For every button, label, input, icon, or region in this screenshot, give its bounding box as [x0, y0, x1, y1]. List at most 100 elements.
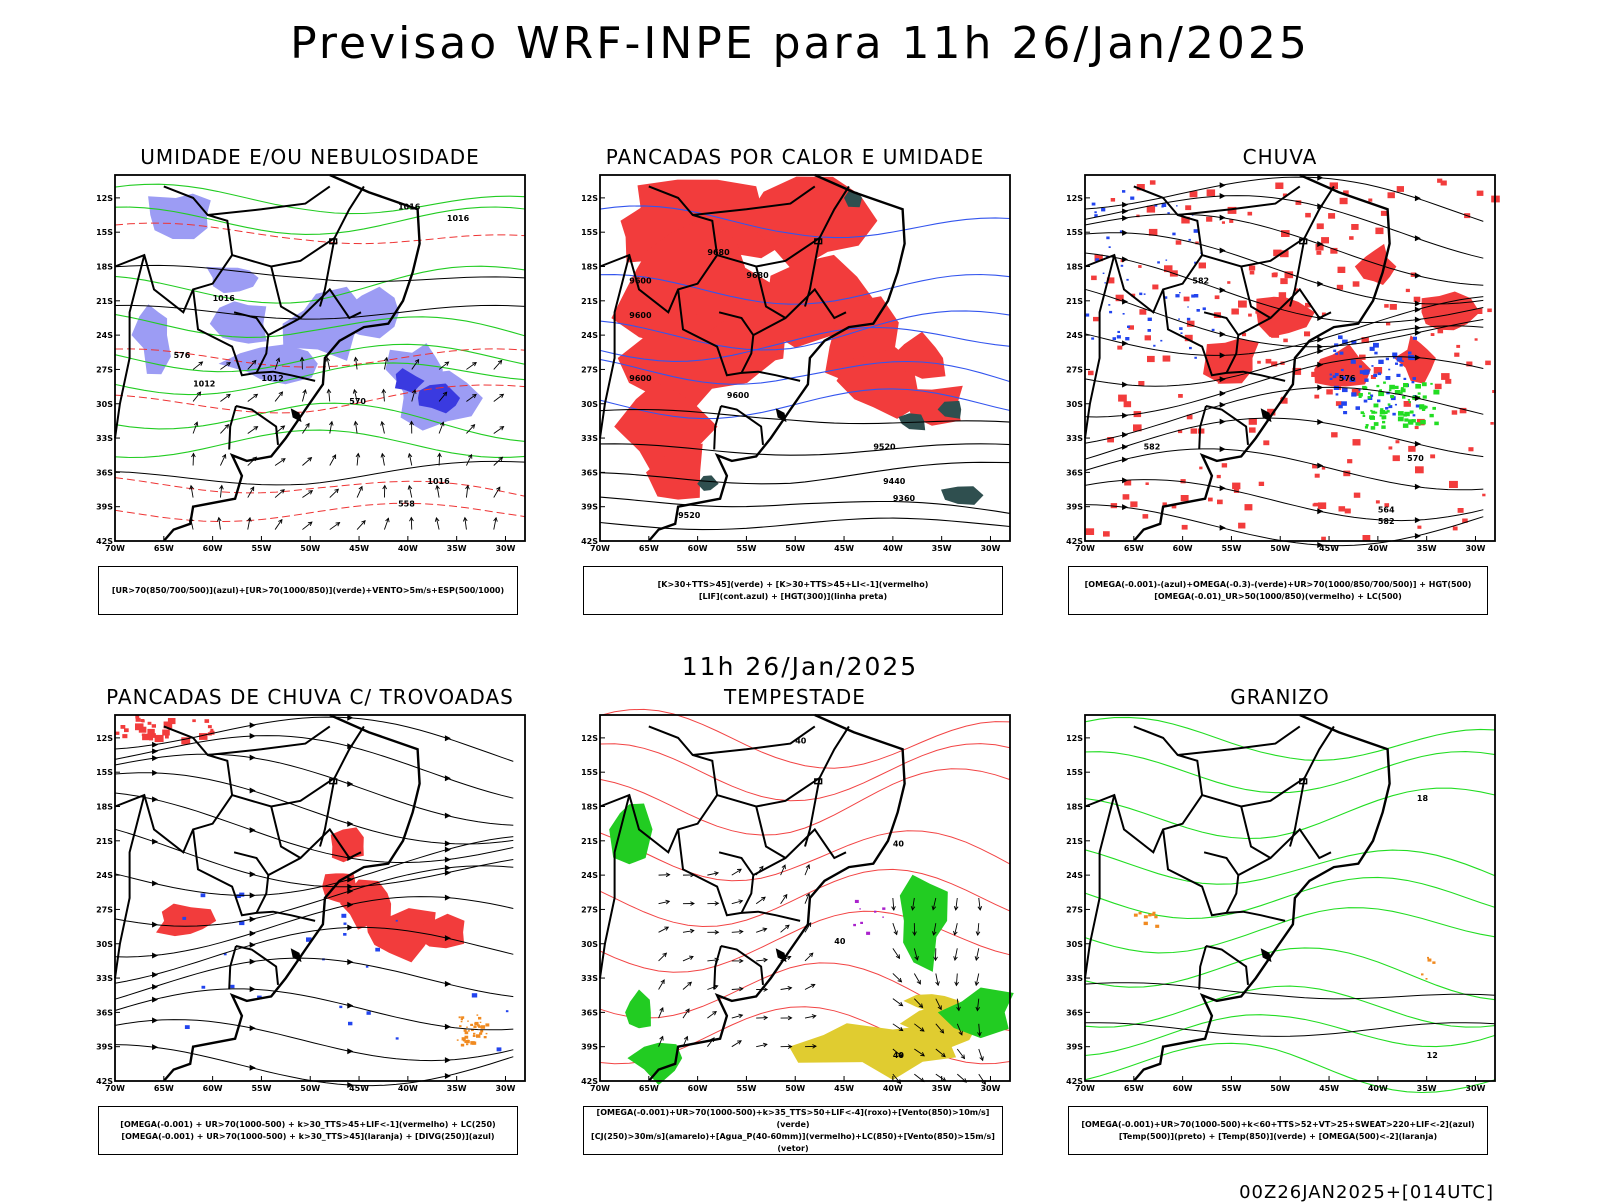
lat-tick-label: 39S	[96, 503, 113, 512]
contour-label: 9520	[873, 443, 896, 452]
lat-tick-label: 27S	[1066, 905, 1083, 914]
lon-tick-label: 60W	[1173, 544, 1193, 553]
lat-tick-label: 21S	[1066, 297, 1083, 306]
lat-tick-label: 12S	[1066, 734, 1083, 743]
lat-tick-label: 18S	[96, 803, 113, 812]
lat-tick-label: 30S	[96, 940, 113, 949]
legend-line: [CJ(250)>30m/s](amarelo)+[Agua_P(40-60mm…	[584, 1131, 1002, 1155]
contour-label: 40	[893, 1051, 905, 1060]
lon-tick-label: 30W	[980, 1084, 1000, 1093]
legend-tempestade: [OMEGA(-0.001)+UR>70(1000-500)+k>35_TTS>…	[583, 1106, 1003, 1155]
lat-tick-label: 18S	[581, 263, 598, 272]
legend-umidade: [UR>70(850/700/500)](azul)+[UR>70(1000/8…	[98, 566, 518, 615]
lat-tick-label: 24S	[581, 871, 598, 880]
map-umidade: 10161012101610161012576570558101612S15S1…	[95, 175, 525, 555]
legend-pancadas-calor: [K>30+TTS>45](verde) + [K>30+TTS>45+LI<-…	[583, 566, 1003, 615]
map-chuva: 58258257657056458212S15S18S21S24S27S30S3…	[1065, 175, 1495, 555]
lon-tick-label: 65W	[639, 544, 659, 553]
lat-tick-label: 24S	[1066, 871, 1083, 880]
lat-tick-label: 21S	[581, 297, 598, 306]
lat-tick-label: 27S	[96, 365, 113, 374]
lon-tick-label: 45W	[349, 544, 369, 553]
lon-tick-label: 30W	[495, 544, 515, 553]
lon-tick-label: 60W	[203, 544, 223, 553]
lat-tick-label: 18S	[1066, 263, 1083, 272]
legend-line: [OMEGA(-0.001)-(azul)+OMEGA(-0.3)-(verde…	[1069, 579, 1487, 591]
lat-tick-label: 15S	[1066, 768, 1083, 777]
lat-tick-label: 15S	[96, 768, 113, 777]
lat-tick-label: 18S	[1066, 803, 1083, 812]
legend-line: [OMEGA(-0.001) + UR>70(1000-500) + k>30_…	[99, 1131, 517, 1143]
lon-tick-label: 65W	[1124, 1084, 1144, 1093]
lat-tick-label: 12S	[581, 734, 598, 743]
lat-tick-label: 33S	[96, 434, 113, 443]
panel-title: GRANIZO	[1065, 685, 1495, 709]
contour-label: 582	[1192, 277, 1209, 286]
lat-tick-label: 33S	[581, 434, 598, 443]
lat-tick-label: 39S	[96, 1043, 113, 1052]
contour-label: 9600	[629, 374, 652, 383]
lon-tick-label: 50W	[785, 544, 805, 553]
legend-line: [OMEGA(-0.001)+UR>70(1000-500)+k<60+TTS>…	[1069, 1119, 1487, 1131]
lon-tick-label: 55W	[251, 1084, 271, 1093]
contour-label: 12	[1427, 1051, 1438, 1060]
lon-tick-label: 40W	[883, 544, 903, 553]
lat-tick-label: 30S	[1066, 940, 1083, 949]
lat-tick-label: 27S	[581, 905, 598, 914]
legend-line: [Temp(500)](preto) + [Temp(850)](verde) …	[1069, 1131, 1487, 1143]
contour-label: 9600	[629, 277, 652, 286]
main-title: Previsao WRF-INPE para 11h 26/Jan/2025	[0, 18, 1600, 69]
lat-tick-label: 24S	[96, 871, 113, 880]
lon-tick-label: 55W	[736, 1084, 756, 1093]
contour-label: 9520	[678, 511, 701, 520]
contour-label: 40	[834, 937, 846, 946]
lon-tick-label: 30W	[1465, 1084, 1485, 1093]
lat-tick-label: 21S	[1066, 837, 1083, 846]
lon-tick-label: 50W	[785, 1084, 805, 1093]
lon-tick-label: 40W	[1368, 544, 1388, 553]
lat-tick-label: 33S	[1066, 434, 1083, 443]
mid-title: 11h 26/Jan/2025	[0, 652, 1600, 681]
contour-label: 1016	[427, 477, 450, 486]
lat-tick-label: 12S	[96, 194, 113, 203]
lat-tick-label: 30S	[581, 940, 598, 949]
lon-tick-label: 40W	[883, 1084, 903, 1093]
contour-label: 570	[349, 397, 366, 406]
lon-tick-label: 60W	[688, 1084, 708, 1093]
lon-tick-label: 35W	[447, 1084, 467, 1093]
lat-tick-label: 24S	[1066, 331, 1083, 340]
lat-tick-label: 39S	[1066, 1043, 1083, 1052]
lat-tick-label: 21S	[96, 837, 113, 846]
lat-tick-label: 15S	[1066, 228, 1083, 237]
lon-tick-label: 50W	[1270, 544, 1290, 553]
lon-tick-label: 70W	[105, 544, 125, 553]
lon-tick-label: 30W	[495, 1084, 515, 1093]
lon-tick-label: 40W	[398, 544, 418, 553]
map-tempestade: 4040404012S15S18S21S24S27S30S33S36S39S42…	[580, 715, 1010, 1095]
contour-label: 1012	[193, 380, 215, 389]
contour-label: 40	[893, 840, 905, 849]
lon-tick-label: 45W	[1319, 1084, 1339, 1093]
lat-tick-label: 27S	[581, 365, 598, 374]
lon-tick-label: 55W	[251, 544, 271, 553]
panel-title: PANCADAS DE CHUVA C/ TROVOADAS	[95, 685, 525, 709]
lat-tick-label: 36S	[96, 1008, 113, 1017]
lon-tick-label: 55W	[1221, 544, 1241, 553]
lon-tick-label: 60W	[688, 544, 708, 553]
legend-line: [UR>70(850/700/500)](azul)+[UR>70(1000/8…	[99, 585, 517, 597]
contour-label: 564	[1378, 505, 1395, 514]
lat-tick-label: 27S	[96, 905, 113, 914]
lon-tick-label: 55W	[1221, 1084, 1241, 1093]
lat-tick-label: 36S	[1066, 1008, 1083, 1017]
lon-tick-label: 70W	[590, 1084, 610, 1093]
contour-label: 1016	[447, 214, 470, 223]
legend-trovoadas: [OMEGA(-0.001) + UR>70(1000-500) + k>30_…	[98, 1106, 518, 1155]
lon-tick-label: 65W	[154, 544, 174, 553]
lat-tick-label: 18S	[96, 263, 113, 272]
map-pancadas-calor: 9680968096009600960096009520944093609520…	[580, 175, 1010, 555]
contour-label: 9600	[727, 391, 750, 400]
lon-tick-label: 30W	[1465, 544, 1485, 553]
lon-tick-label: 70W	[1075, 544, 1095, 553]
lon-tick-label: 65W	[639, 1084, 659, 1093]
